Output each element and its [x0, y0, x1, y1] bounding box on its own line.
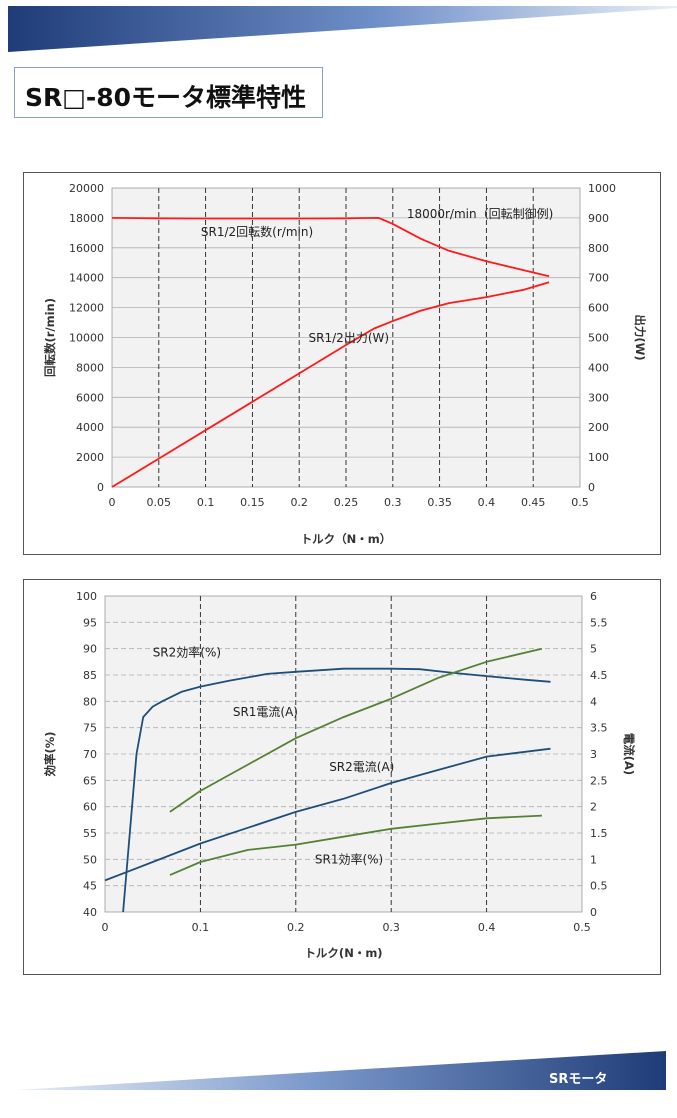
title-box: SR□-80モータ標準特性 [14, 67, 323, 118]
page-title: SR□-80モータ標準特性 [25, 83, 307, 112]
chart-2-frame [23, 579, 661, 975]
footer-label: SRモータ [549, 1072, 608, 1087]
header-banner [8, 6, 677, 52]
chart-1-frame [23, 172, 661, 555]
